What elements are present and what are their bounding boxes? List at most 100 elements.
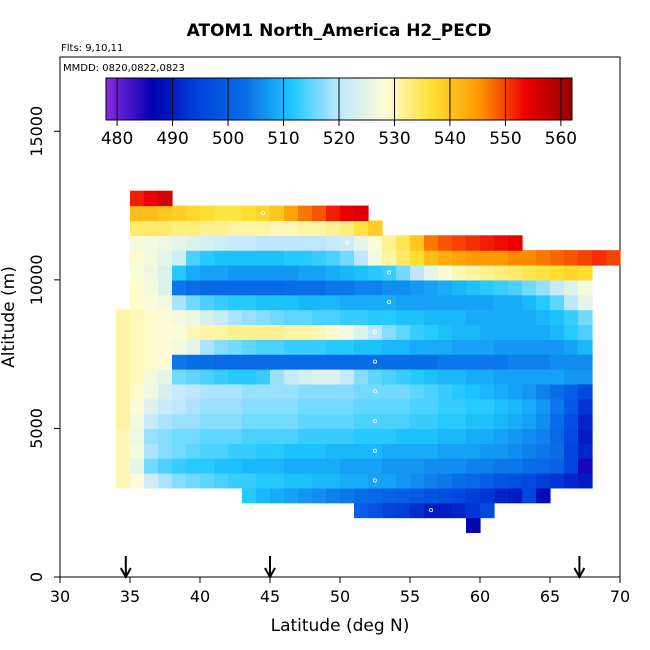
heatmap-cell [508, 294, 523, 311]
heatmap-cell [410, 398, 425, 415]
heatmap-cell [158, 294, 173, 311]
heatmap-cell [438, 383, 453, 400]
heatmap-cell [256, 309, 271, 326]
heatmap-cell [172, 339, 187, 355]
track-point [344, 240, 349, 245]
heatmap-cell [200, 398, 215, 415]
heatmap-cell [508, 250, 523, 266]
heatmap-cell [536, 309, 551, 326]
heatmap-cell [130, 265, 145, 281]
heatmap-cell [228, 294, 243, 311]
heatmap-cell [158, 339, 173, 355]
heatmap-cell [200, 309, 215, 326]
heatmap-cell [424, 354, 439, 370]
heatmap-cell [298, 279, 313, 296]
heatmap-cell [312, 220, 327, 236]
heatmap-cell [480, 324, 495, 340]
heatmap-cell [242, 205, 257, 222]
heatmap-cell [354, 413, 369, 430]
heatmap-cell [326, 383, 341, 400]
heatmap-cell [144, 250, 159, 266]
heatmap-cell [130, 190, 145, 207]
heatmap-cell [116, 443, 131, 459]
heatmap-cell [564, 250, 579, 266]
colorbar-tick-label: 490 [156, 129, 188, 149]
heatmap-cell [382, 502, 397, 519]
heatmap-cell [438, 473, 453, 489]
heatmap-cell [172, 309, 187, 326]
heatmap-cell [410, 309, 425, 326]
heatmap-cell [508, 354, 523, 370]
heatmap-cell [480, 428, 495, 444]
heatmap-cell [284, 398, 299, 415]
heatmap-cell [522, 369, 537, 385]
heatmap-cell [298, 265, 313, 281]
heatmap-cell [368, 473, 383, 489]
heatmap-cell [172, 294, 187, 311]
heatmap-cell [284, 220, 299, 236]
heatmap-cell [438, 487, 453, 504]
heatmap-cell [354, 339, 369, 355]
heatmap-cell [466, 458, 481, 474]
heatmap-cell [284, 354, 299, 370]
heatmap-cell [312, 487, 327, 504]
heatmap-cell [298, 413, 313, 430]
heatmap-cell [396, 458, 411, 474]
heatmap-cell [116, 398, 131, 415]
heatmap-cell [368, 265, 383, 281]
heatmap-cell [130, 369, 145, 385]
heatmap-cell [214, 220, 229, 236]
heatmap-cell [536, 279, 551, 296]
heatmap-cell [144, 369, 159, 385]
heatmap-cell [214, 443, 229, 459]
heatmap-cell [228, 443, 243, 459]
heatmap-cell [214, 324, 229, 340]
heatmap-cell [578, 428, 593, 444]
heatmap-cell [550, 354, 565, 370]
heatmap-cell [298, 235, 313, 251]
heatmap-cell [298, 383, 313, 400]
heatmap-cell [354, 294, 369, 311]
heatmap-cell [494, 443, 509, 459]
heatmap-cell [228, 324, 243, 340]
heatmap-cell [452, 339, 467, 355]
heatmap-cell [466, 309, 481, 326]
heatmap-cell [158, 354, 173, 370]
heatmap-cell [340, 487, 355, 504]
heatmap-cell [508, 487, 523, 504]
heatmap-cell [186, 473, 201, 489]
heatmap-cell [494, 294, 509, 311]
heatmap-cell [536, 265, 551, 281]
x-tick-label: 30 [50, 587, 70, 606]
heatmap-cell [158, 265, 173, 281]
heatmap-cell [452, 383, 467, 400]
heatmap-cell [522, 339, 537, 355]
heatmap-cell [368, 339, 383, 355]
heatmap-cell [186, 398, 201, 415]
heatmap-cell [494, 250, 509, 266]
heatmap-cell [382, 265, 397, 281]
heatmap-cell [354, 250, 369, 266]
heatmap-cell [578, 354, 593, 370]
heatmap-cell [130, 413, 145, 430]
heatmap-cell [522, 294, 537, 311]
heatmap-cell [438, 265, 453, 281]
heatmap-cell [550, 369, 565, 385]
heatmap-cell [564, 309, 579, 326]
heatmap-cell [312, 369, 327, 385]
heatmap-cell [144, 443, 159, 459]
heatmap-cell [438, 339, 453, 355]
heatmap-cell [550, 443, 565, 459]
heatmap-cell [144, 324, 159, 340]
heatmap-cell [368, 354, 383, 370]
x-tick-label: 65 [540, 587, 560, 606]
heatmap-cell [396, 369, 411, 385]
heatmap-cell [172, 443, 187, 459]
heatmap-cell [522, 428, 537, 444]
track-point [372, 329, 377, 334]
heatmap-cell [564, 383, 579, 400]
track-point [372, 359, 377, 364]
heatmap-cell [228, 220, 243, 236]
heatmap-cell [466, 324, 481, 340]
heatmap-cell [354, 443, 369, 459]
